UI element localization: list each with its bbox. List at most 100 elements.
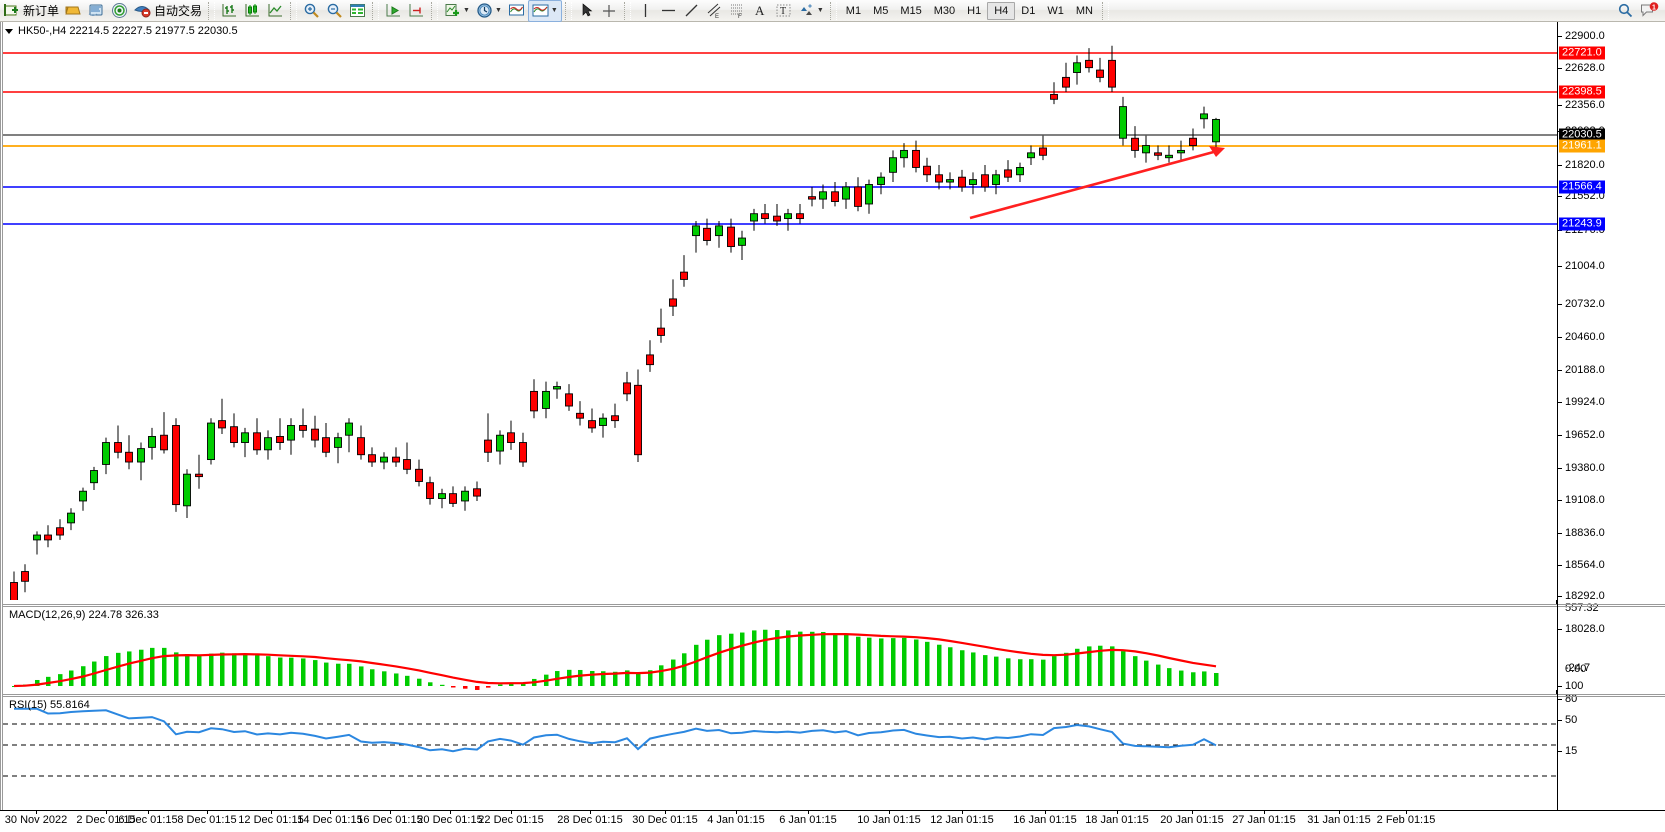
price-axis[interactable]: 22900.022628.022356.022092.021820.021552… bbox=[1557, 22, 1665, 810]
time-axis-label: 10 Jan 01:15 bbox=[857, 814, 921, 826]
toolbar-separator bbox=[829, 1, 837, 20]
zoom-out-button[interactable] bbox=[323, 0, 346, 22]
chart-shift-button[interactable] bbox=[405, 0, 428, 22]
chevron-down-icon[interactable]: ▼ bbox=[816, 7, 824, 14]
support-level-21566[interactable]: 21566.4 bbox=[1559, 180, 1605, 194]
autotrading-button[interactable]: 自动交易 bbox=[131, 0, 205, 22]
equidistant-channel-button[interactable]: E bbox=[703, 0, 726, 22]
bid-price-21961[interactable]: 21961.1 bbox=[1559, 139, 1605, 153]
time-axis-label: 28 Dec 01:15 bbox=[557, 814, 623, 826]
chevron-down-icon[interactable]: ▼ bbox=[494, 7, 502, 14]
time-tick bbox=[511, 811, 512, 814]
candle bbox=[1050, 93, 1058, 100]
indicator-add-icon bbox=[444, 2, 461, 19]
tab-timeframe-m15[interactable]: M15 bbox=[900, 4, 922, 17]
alerts-button[interactable]: 1 bbox=[1637, 0, 1665, 22]
macd-bar bbox=[729, 633, 734, 686]
candle bbox=[761, 213, 769, 220]
data-window-button[interactable] bbox=[346, 0, 369, 22]
price-axis-label: 18292.0 bbox=[1565, 590, 1605, 602]
text-button[interactable]: A bbox=[749, 0, 772, 22]
bar-chart-icon bbox=[221, 2, 238, 19]
new-order-button[interactable]: 新订单 bbox=[0, 0, 62, 22]
time-axis-label: 16 Jan 01:15 bbox=[1013, 814, 1077, 826]
macd-bar bbox=[509, 682, 514, 686]
candle bbox=[727, 226, 735, 248]
resistance-level-22398[interactable]: 22398.5 bbox=[1559, 85, 1605, 99]
uptrend-arrow-annotation[interactable] bbox=[969, 146, 1225, 220]
candle bbox=[992, 174, 1000, 185]
time-axis-label: 16 Dec 01:15 bbox=[357, 814, 423, 826]
candle bbox=[392, 456, 400, 463]
axis-tick bbox=[1558, 266, 1562, 267]
text-label-button[interactable]: T bbox=[772, 0, 795, 22]
new-order-label: 新订单 bbox=[23, 4, 60, 18]
macd-bar bbox=[659, 665, 664, 686]
tab-timeframe-h1[interactable]: H1 bbox=[967, 4, 982, 17]
horizontal-line-button[interactable] bbox=[657, 0, 680, 22]
crosshair-button[interactable] bbox=[598, 0, 621, 22]
candle bbox=[1062, 76, 1070, 88]
tab-timeframe-d1[interactable]: D1 bbox=[1021, 4, 1036, 17]
axis-tick bbox=[1558, 500, 1562, 501]
chevron-down-icon[interactable]: ▼ bbox=[463, 7, 470, 14]
trendline-button[interactable] bbox=[680, 0, 703, 22]
zoom-in-button[interactable] bbox=[300, 0, 323, 22]
macd-bar bbox=[1052, 656, 1057, 686]
time-tick bbox=[207, 811, 208, 814]
macd-bar bbox=[694, 644, 699, 686]
price-chart-svg bbox=[3, 45, 1557, 600]
templates-dropdown-button[interactable]: ▼ bbox=[527, 0, 562, 22]
search-button[interactable] bbox=[1614, 0, 1637, 22]
bar-chart-button[interactable] bbox=[218, 0, 241, 22]
fibonacci-button[interactable]: F bbox=[726, 0, 749, 22]
chevron-down-icon[interactable]: ▼ bbox=[550, 7, 558, 14]
price-axis-label: 19108.0 bbox=[1565, 494, 1605, 506]
macd-bar bbox=[174, 652, 179, 686]
time-axis[interactable]: 30 Nov 2022 2 Dec 01:15 6 Dec 01:15 8 Dec 0… bbox=[0, 810, 1665, 832]
macd-bar bbox=[636, 673, 641, 686]
svg-text:E: E bbox=[715, 14, 719, 19]
tab-timeframe-m30[interactable]: M30 bbox=[933, 4, 956, 17]
metaeditor-button[interactable] bbox=[85, 0, 108, 22]
line-chart-button[interactable] bbox=[264, 0, 287, 22]
auto-scroll-button[interactable] bbox=[382, 0, 405, 22]
resistance-level-22721[interactable]: 22721.0 bbox=[1559, 46, 1605, 60]
periods-button[interactable]: ▼ bbox=[473, 0, 505, 22]
time-axis-label: 2 Dec 01:15 bbox=[76, 814, 136, 826]
candle bbox=[496, 434, 504, 452]
candlestick-chart-button[interactable] bbox=[241, 0, 264, 22]
shapes-button[interactable]: ▼ bbox=[795, 0, 827, 22]
candle bbox=[449, 493, 457, 504]
data-folder-button[interactable] bbox=[62, 0, 85, 22]
macd-pane[interactable]: MACD(12,26,9) 224.78 326.33 bbox=[3, 604, 1665, 690]
ask-price-22030[interactable]: 22030.5 bbox=[1559, 128, 1605, 142]
price-pane[interactable] bbox=[3, 22, 1665, 600]
candle bbox=[368, 454, 376, 463]
macd-bar bbox=[1179, 670, 1184, 686]
tab-timeframe-h4[interactable]: H4 bbox=[987, 1, 1016, 20]
templates-button[interactable] bbox=[505, 0, 528, 22]
indicators-button[interactable]: ▼ bbox=[441, 0, 473, 22]
support-level-21243[interactable]: 21243.9 bbox=[1559, 217, 1605, 231]
tab-timeframe-m5[interactable]: M5 bbox=[873, 4, 889, 17]
vertical-line-button[interactable] bbox=[634, 0, 657, 22]
macd-bar bbox=[902, 637, 907, 686]
candle bbox=[345, 422, 353, 436]
candle bbox=[599, 417, 607, 426]
rsi-chart-svg bbox=[3, 707, 1557, 777]
time-tick bbox=[1192, 811, 1193, 814]
price-axis-label: 18564.0 bbox=[1565, 559, 1605, 571]
candle bbox=[831, 191, 839, 202]
fibonacci-icon: F bbox=[729, 2, 746, 19]
cursor-button[interactable] bbox=[575, 0, 598, 22]
candle bbox=[334, 437, 342, 448]
tab-timeframe-m1[interactable]: M1 bbox=[845, 4, 862, 17]
chevron-down-icon[interactable] bbox=[5, 28, 13, 34]
tab-timeframe-w1[interactable]: W1 bbox=[1047, 4, 1064, 17]
rsi-pane[interactable]: RSI(15) 55.8164 bbox=[3, 694, 1665, 810]
tab-timeframe-mn[interactable]: MN bbox=[1075, 4, 1093, 17]
chart-window[interactable]: HK50-,H4 22214.5 22227.5 21977.5 22030.5 bbox=[0, 22, 1665, 832]
price-axis-label: 19924.0 bbox=[1565, 396, 1605, 408]
signals-button[interactable] bbox=[108, 0, 131, 22]
